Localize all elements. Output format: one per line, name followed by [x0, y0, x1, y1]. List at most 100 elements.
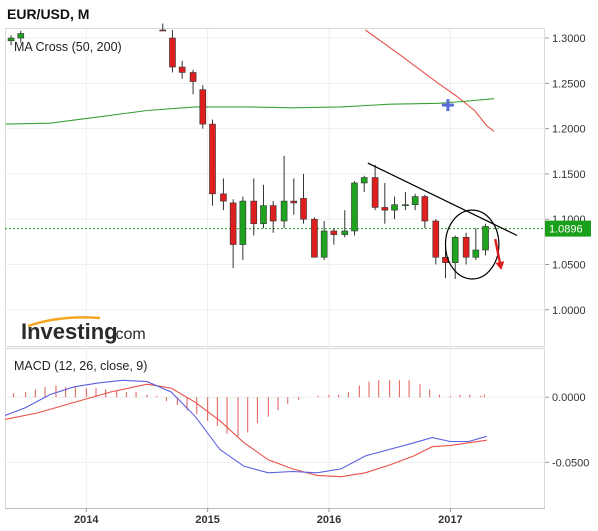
chart-title: EUR/USD, M	[7, 6, 89, 22]
candle	[250, 178, 258, 236]
macd-tick-label: -0.0500	[552, 457, 589, 469]
candle-body	[402, 204, 409, 207]
candle	[482, 223, 489, 256]
last-price-tag-text: 1.0896	[549, 224, 583, 236]
forecast-arrow-icon	[494, 238, 505, 270]
time-tick-label: 2017	[438, 514, 462, 526]
time-tick-label: 2014	[74, 514, 99, 526]
macd-label: MACD (12, 26, close, 9)	[14, 359, 147, 373]
price-tick-label: 1.0000	[552, 305, 586, 317]
forecast-arrow-head	[495, 261, 505, 270]
price-panel-frame	[5, 28, 545, 347]
macd-plot	[4, 379, 487, 478]
candle	[462, 232, 470, 265]
candle-body	[421, 196, 429, 222]
ma-cross-marker-icon	[441, 99, 454, 112]
candle-body	[169, 37, 176, 68]
logo-suffix: .com	[111, 326, 146, 343]
macd-histogram	[12, 380, 485, 437]
candle	[260, 184, 267, 229]
candle-body	[482, 226, 489, 251]
price-plot	[5, 23, 545, 280]
price-tick-label: 1.2000	[552, 124, 586, 136]
candle-body	[209, 123, 216, 195]
candle	[209, 119, 216, 206]
candle	[269, 201, 277, 233]
candle	[421, 194, 429, 229]
candle	[290, 178, 298, 215]
macd-axis: 0.0000 -0.0500	[545, 392, 589, 469]
candle-body	[199, 89, 207, 125]
candle	[351, 181, 358, 236]
candle-body	[250, 200, 258, 225]
candle-body	[159, 29, 167, 32]
candle-body	[360, 177, 368, 184]
forecast-arrow-line	[494, 238, 501, 263]
candle-body	[451, 237, 459, 263]
candle	[7, 35, 15, 46]
candle	[169, 30, 176, 73]
candle	[330, 228, 338, 245]
grid	[5, 29, 545, 508]
ma200-line	[5, 98, 495, 125]
candle-body	[290, 200, 298, 204]
candle	[239, 196, 247, 260]
macd-panel-frame	[5, 348, 545, 509]
time-tick-label: 2016	[317, 514, 341, 526]
candle-body	[432, 220, 440, 258]
candle-body	[239, 200, 247, 245]
last-price-tag: 1.0896	[545, 220, 591, 237]
candle-body	[351, 182, 358, 232]
candle-body	[178, 66, 186, 73]
candle	[311, 217, 318, 258]
macd-tick-label: 0.0000	[552, 392, 586, 404]
candle-body	[220, 193, 227, 202]
candle-body	[411, 196, 419, 206]
candle-body	[341, 230, 349, 235]
candle-body	[472, 249, 480, 258]
candle-body	[320, 230, 328, 258]
candle-body	[371, 177, 379, 208]
ma-cross-label: MA Cross (50, 200)	[14, 40, 122, 54]
candle	[300, 173, 307, 224]
candle	[411, 193, 419, 211]
last-price-tag-bg	[545, 220, 591, 237]
candle-body	[311, 218, 318, 258]
candle-body	[381, 207, 389, 211]
time-tick-label: 2015	[195, 514, 219, 526]
candle	[432, 219, 440, 265]
candles	[7, 23, 489, 279]
price-tick-label: 1.0500	[552, 259, 586, 271]
candle	[189, 69, 197, 95]
candle	[199, 85, 207, 129]
candle	[341, 210, 349, 238]
candle-body	[7, 37, 15, 42]
candle-body	[330, 230, 338, 235]
candle-body	[280, 200, 288, 222]
candle	[320, 221, 328, 260]
macd-signal-line	[4, 383, 487, 478]
candle-body	[189, 72, 197, 82]
candle-body	[269, 205, 277, 222]
price-tick-label: 1.3000	[552, 33, 586, 45]
candle	[280, 155, 288, 229]
candle-body	[17, 33, 25, 39]
candle	[178, 60, 186, 79]
candle-body	[462, 237, 470, 258]
price-tick-label: 1.1500	[552, 169, 586, 181]
investing-logo: Investing .com	[21, 316, 146, 344]
candle	[159, 23, 167, 32]
macd-line	[4, 379, 487, 474]
trendline	[367, 162, 518, 237]
candle-body	[260, 205, 267, 225]
candle-body	[391, 204, 398, 211]
logo-swoosh-icon	[27, 316, 101, 328]
candle	[17, 30, 25, 43]
candle	[371, 164, 379, 211]
time-axis: 2014 2015 2016 2017	[74, 508, 463, 526]
candle	[472, 228, 480, 260]
candle	[391, 196, 398, 220]
candle-body	[229, 202, 237, 245]
candle	[402, 192, 409, 211]
